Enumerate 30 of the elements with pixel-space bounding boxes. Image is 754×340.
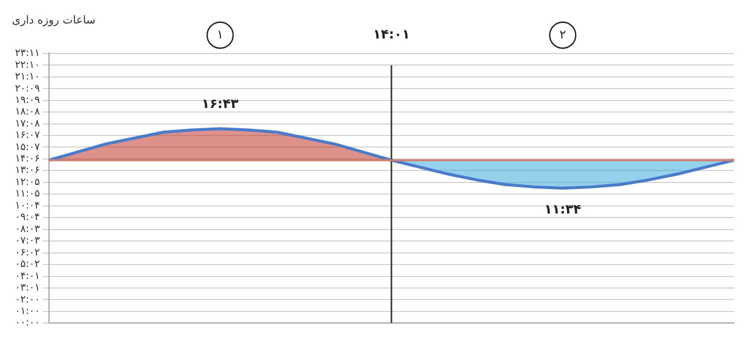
y-tick-label: ۱۲:۰۵ bbox=[14, 177, 40, 188]
y-tick-label: ۱۰:۰۴ bbox=[14, 200, 40, 212]
y-tick-label: ۱۷:۰۸ bbox=[14, 118, 40, 130]
y-tick-label: ۰۰:۰۰ bbox=[14, 318, 40, 329]
y-tick-label: ۰۸:۰۳ bbox=[14, 224, 40, 235]
y-tick-label: ۰۷:۰۳ bbox=[14, 236, 40, 247]
y-tick-label: ۱۱:۰۵ bbox=[14, 188, 40, 200]
y-tick-label: ۱۶:۰۷ bbox=[14, 130, 40, 142]
y-tick-label: ۲۰:۰۹ bbox=[14, 83, 40, 94]
y-tick-label: ۱۵:۰۷ bbox=[14, 142, 40, 153]
y-tick-label: ۱۹:۰۹ bbox=[14, 94, 40, 106]
y-tick-label: ۱۳:۰۶ bbox=[14, 165, 40, 176]
y-tick-label: ۰۴:۰۱ bbox=[14, 270, 40, 282]
y-tick-label: ۰۶:۰۲ bbox=[14, 247, 40, 258]
annotation: ۱۱:۳۴ bbox=[544, 202, 582, 218]
y-tick-label: ۰۹:۰۴ bbox=[14, 212, 40, 224]
y-axis-title: ساعات روزه داری bbox=[12, 13, 96, 26]
y-tick-label: ۰۲:۰۰ bbox=[14, 294, 40, 306]
y-tick-label: ۰۱:۰۰ bbox=[14, 306, 40, 317]
y-tick-label: ۲۲:۱۰ bbox=[14, 60, 40, 71]
y-tick-label: ۲۱:۱۰ bbox=[14, 71, 40, 82]
y-tick-label: ۱۸:۰۸ bbox=[14, 106, 40, 118]
y-tick-label: ۰۵:۰۲ bbox=[14, 259, 40, 270]
annotation: ۱۶:۴۳ bbox=[202, 97, 239, 112]
text: ۱۴:۰۱ bbox=[372, 28, 410, 43]
y-tick-label: ۲۳:۱۱ bbox=[14, 48, 40, 59]
text: ۱ bbox=[216, 27, 224, 42]
y-tick-label: ۱۴:۰۶ bbox=[14, 154, 40, 165]
text: ۲ bbox=[559, 27, 566, 42]
y-tick-label: ۰۳:۰۱ bbox=[14, 282, 40, 294]
